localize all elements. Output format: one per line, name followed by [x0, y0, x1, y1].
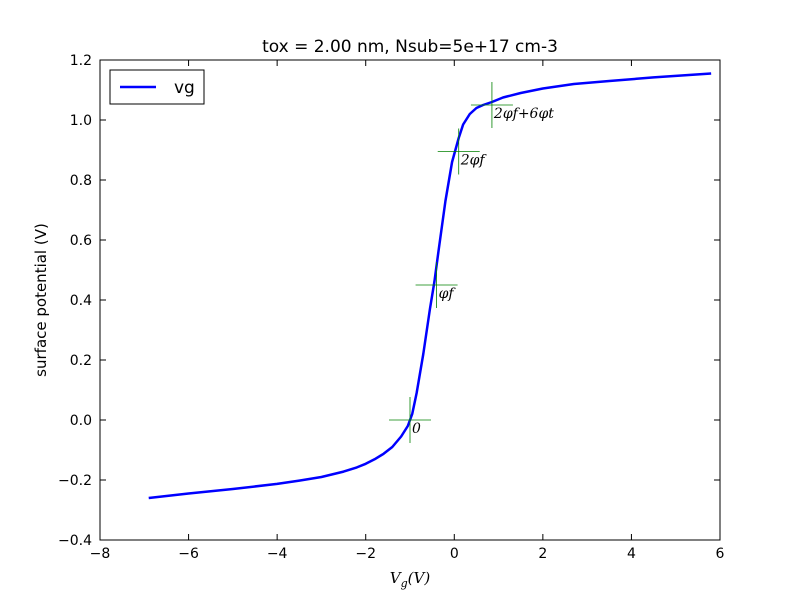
plot-area [100, 60, 720, 540]
legend: vg [109, 69, 205, 105]
x-axis-label-rest: (V) [408, 569, 431, 587]
marker-label: φf [439, 286, 457, 302]
x-tick-label: −2 [355, 546, 376, 562]
series-line-vg [148, 72, 712, 500]
marker: 2φf+6φt [470, 82, 554, 128]
plot-background [100, 60, 720, 540]
y-tick-label: 1.0 [70, 113, 92, 129]
x-axis-label: Vg(V) [390, 569, 431, 590]
y-tick-label: 0.4 [70, 293, 92, 309]
x-axis-label-sub: g [401, 577, 408, 590]
x-tick-label: 6 [716, 546, 725, 562]
y-tick-label: 0.8 [70, 173, 92, 189]
marker-label: 2φf+6φt [493, 106, 554, 122]
y-tick-label: −0.4 [58, 533, 92, 549]
y-tick-label: 1.2 [70, 53, 92, 69]
marker-label: 0 [412, 421, 421, 437]
y-axis-ticks: −0.4 −0.2 0.0 0.2 0.4 0.6 0.8 1.0 1.2 [58, 53, 720, 549]
marker-label: 2φf [460, 153, 488, 169]
marker: 0 [389, 397, 431, 443]
y-tick-label: 0.2 [70, 353, 92, 369]
marker: φf [415, 262, 458, 308]
y-tick-label: −0.2 [58, 473, 92, 489]
marker-layer: 0 φf 2φf 2φf+6φt [389, 82, 554, 443]
x-tick-label: −6 [178, 546, 199, 562]
x-tick-label: 0 [450, 546, 459, 562]
series-layer [148, 72, 712, 500]
x-tick-label: −4 [267, 546, 288, 562]
chart-title: tox = 2.00 nm, Nsub=5e+17 cm-3 [262, 37, 558, 57]
y-axis-label: surface potential (V) [32, 223, 50, 377]
x-axis-label-main: V [390, 569, 403, 587]
marker: 2φf [437, 128, 488, 175]
x-tick-label: 2 [538, 546, 547, 562]
y-tick-label: 0.6 [70, 233, 92, 249]
x-axis-ticks: −8 −6 −4 −2 0 2 4 6 [90, 60, 725, 562]
y-tick-label: 0.0 [70, 413, 92, 429]
x-tick-label: 4 [627, 546, 636, 562]
x-tick-label: −8 [90, 546, 111, 562]
legend-label-vg: vg [174, 78, 195, 98]
